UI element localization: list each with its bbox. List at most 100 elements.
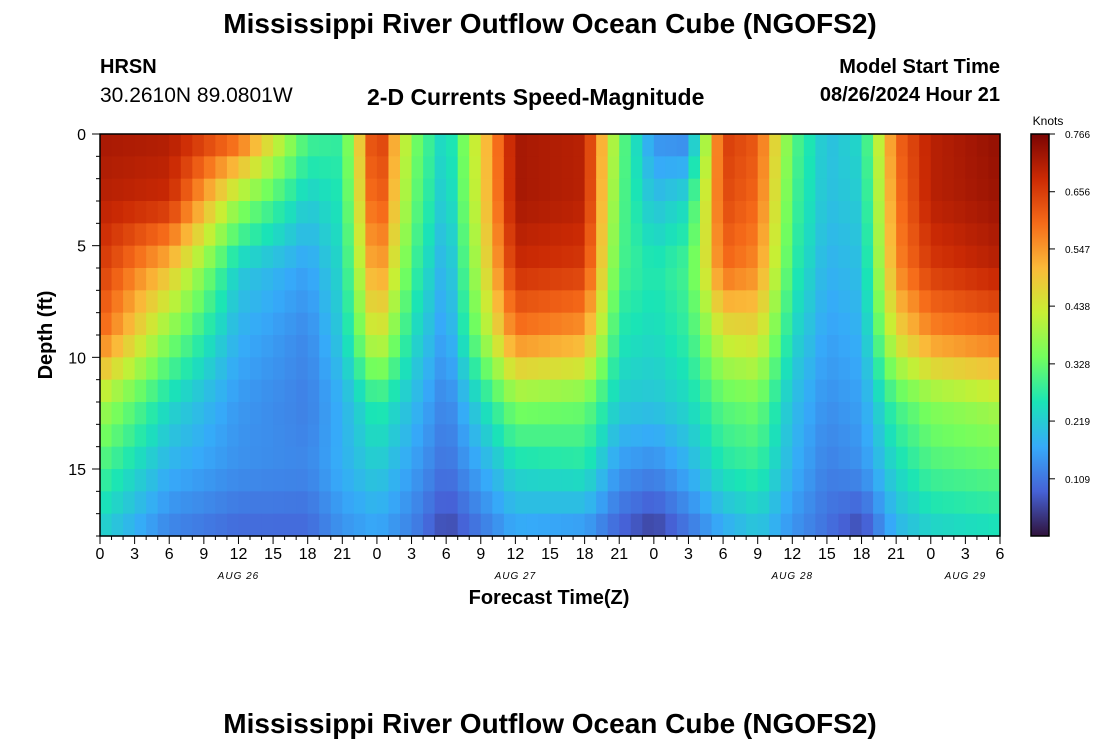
heatmap-cell bbox=[953, 290, 966, 314]
heatmap-cell bbox=[942, 178, 955, 202]
heatmap-cell bbox=[676, 268, 690, 291]
y-tick-label: 0 bbox=[77, 127, 86, 144]
heatmap-cell bbox=[873, 201, 886, 224]
heatmap-cell bbox=[157, 402, 170, 425]
heatmap-cell bbox=[723, 156, 736, 180]
heatmap-cell bbox=[607, 312, 620, 336]
heatmap-cell bbox=[526, 312, 540, 336]
heatmap-cell bbox=[492, 290, 505, 314]
heatmap-cell bbox=[792, 446, 805, 470]
heatmap-cell bbox=[676, 335, 690, 358]
heatmap-cell bbox=[700, 134, 713, 157]
heatmap-cell bbox=[619, 446, 632, 470]
heatmap-cell bbox=[226, 424, 240, 448]
heatmap-cell bbox=[353, 446, 366, 470]
heatmap-cell bbox=[342, 134, 355, 157]
heatmap-cell bbox=[792, 245, 805, 269]
heatmap-cell bbox=[653, 379, 666, 403]
heatmap-cell bbox=[157, 446, 170, 470]
heatmap-cell bbox=[434, 290, 447, 314]
heatmap-cell bbox=[515, 402, 528, 425]
heatmap-cell bbox=[988, 491, 1001, 515]
heatmap-cell bbox=[169, 290, 182, 314]
heatmap-cell bbox=[503, 335, 516, 358]
heatmap-cell bbox=[480, 491, 493, 515]
heatmap-cell bbox=[134, 491, 147, 515]
heatmap-cell bbox=[630, 312, 643, 336]
heatmap-cell bbox=[503, 268, 516, 291]
heatmap-cell bbox=[896, 513, 909, 537]
heatmap-cell bbox=[573, 402, 586, 425]
heatmap-cell bbox=[146, 268, 159, 291]
heatmap-cell bbox=[134, 290, 147, 314]
heatmap-cell bbox=[780, 379, 793, 403]
heatmap-cell bbox=[250, 446, 263, 470]
heatmap-cell bbox=[238, 223, 251, 247]
heatmap-cell bbox=[515, 178, 528, 202]
heatmap-cell bbox=[457, 513, 470, 537]
heatmap-cell bbox=[723, 424, 736, 448]
heatmap-cell bbox=[976, 290, 990, 314]
heatmap-cell bbox=[111, 268, 124, 291]
heatmap-cell bbox=[319, 379, 332, 403]
heatmap-cell bbox=[238, 201, 251, 224]
heatmap-cell bbox=[826, 245, 840, 269]
heatmap-cell bbox=[896, 402, 909, 425]
heatmap-cell bbox=[550, 469, 563, 492]
heatmap-cell bbox=[561, 290, 574, 314]
heatmap-cell bbox=[815, 469, 828, 492]
x-tick-label: 3 bbox=[407, 546, 416, 563]
heatmap-cell bbox=[850, 446, 863, 470]
heatmap-cell bbox=[203, 402, 216, 425]
heatmap-cell bbox=[411, 223, 424, 247]
heatmap-cell bbox=[457, 379, 470, 403]
heatmap-cell bbox=[330, 469, 343, 492]
heatmap-cell bbox=[250, 513, 263, 537]
heatmap-cell bbox=[965, 446, 978, 470]
heatmap-cell bbox=[965, 134, 978, 157]
heatmap-cell bbox=[746, 357, 759, 381]
heatmap-cell bbox=[746, 513, 759, 537]
heatmap-cell bbox=[769, 424, 782, 448]
heatmap-cell bbox=[723, 268, 736, 291]
heatmap-cell bbox=[157, 201, 170, 224]
heatmap-cell bbox=[561, 424, 574, 448]
heatmap-cell bbox=[861, 156, 874, 180]
heatmap-cell bbox=[503, 201, 516, 224]
heatmap-cell bbox=[550, 245, 563, 269]
heatmap-cell bbox=[100, 513, 113, 537]
heatmap-cell bbox=[930, 245, 943, 269]
heatmap-cell bbox=[988, 134, 1001, 157]
heatmap-cell bbox=[734, 312, 747, 336]
heatmap-cell bbox=[653, 268, 666, 291]
heatmap-cell bbox=[965, 156, 978, 180]
heatmap-cell bbox=[273, 513, 286, 537]
heatmap-cell bbox=[769, 201, 782, 224]
heatmap-cell bbox=[503, 134, 516, 157]
heatmap-cell bbox=[284, 469, 297, 492]
heatmap-cell bbox=[284, 513, 297, 537]
heatmap-cell bbox=[792, 335, 805, 358]
heatmap-cell bbox=[907, 469, 920, 492]
heatmap-cell bbox=[815, 357, 828, 381]
heatmap-cell bbox=[665, 491, 678, 515]
heatmap-cell bbox=[388, 290, 401, 314]
heatmap-cell bbox=[446, 379, 459, 403]
heatmap-cell bbox=[826, 268, 840, 291]
heatmap-cell bbox=[515, 245, 528, 269]
heatmap-cell bbox=[446, 268, 459, 291]
heatmap-cell bbox=[446, 178, 459, 202]
heatmap-cell bbox=[192, 357, 205, 381]
heatmap-cell bbox=[480, 268, 493, 291]
heatmap-cell bbox=[550, 290, 563, 314]
heatmap-cell bbox=[746, 335, 759, 358]
heatmap-cell bbox=[561, 357, 574, 381]
heatmap-cell bbox=[446, 424, 459, 448]
heatmap-cell bbox=[607, 491, 620, 515]
heatmap-cell bbox=[630, 245, 643, 269]
heatmap-cell bbox=[676, 245, 690, 269]
heatmap-cell bbox=[238, 134, 251, 157]
heatmap-cell bbox=[146, 335, 159, 358]
heatmap-cell bbox=[492, 513, 505, 537]
heatmap-cell bbox=[884, 245, 897, 269]
